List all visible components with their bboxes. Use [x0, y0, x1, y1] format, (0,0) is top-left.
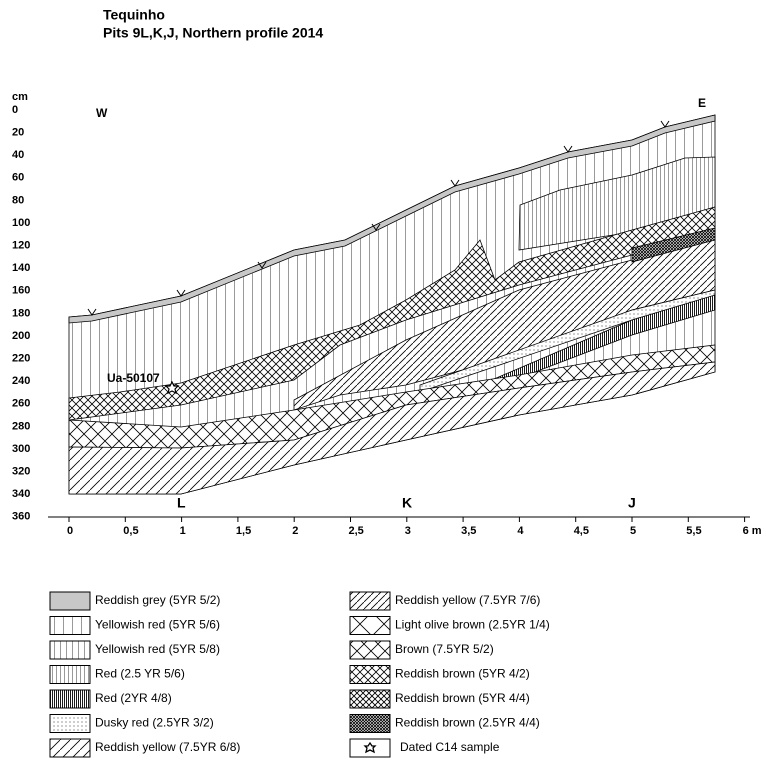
y-tick-label: 320: [12, 466, 30, 478]
y-tick-label: 80: [12, 194, 24, 206]
y-tick-label: 200: [12, 330, 30, 342]
x-tick-label: 5: [630, 525, 636, 537]
y-tick-label: 280: [12, 420, 30, 432]
x-tick-label: 4: [517, 525, 524, 537]
y-tick-label: 240: [12, 375, 30, 387]
y-tick-label: 0: [12, 104, 18, 116]
legend-swatch: [350, 617, 390, 635]
legend-swatch: [350, 715, 390, 733]
legend-label: Reddish brown (5YR 4/4): [395, 691, 530, 705]
profile-figure: Tequinho Pits 9L,K,J, Northern profile 2…: [0, 0, 766, 784]
y-tick-label: 180: [12, 307, 30, 319]
legend-label: Reddish yellow (7.5YR 7/6): [395, 593, 540, 607]
west-label: W: [96, 106, 108, 120]
pit-label: J: [628, 495, 636, 511]
legend-swatch: [350, 666, 390, 684]
y-unit: cm: [12, 91, 28, 103]
legend-label: Reddish brown (5YR 4/2): [395, 667, 530, 681]
legend-swatch: [50, 739, 90, 757]
x-tick-label: 4,5: [574, 525, 589, 537]
legend-swatch: [50, 715, 90, 733]
legend-swatch: [50, 641, 90, 659]
x-tick-label: 2,5: [349, 525, 364, 537]
y-tick-label: 220: [12, 353, 30, 365]
legend-label: Reddish yellow (7.5YR 6/8): [95, 740, 240, 754]
x-tick-label: 5,5: [686, 525, 701, 537]
legend-swatch: [350, 641, 390, 659]
y-tick-label: 340: [12, 488, 30, 500]
y-tick-label: 360: [12, 511, 30, 523]
legend-label: Red (2YR 4/8): [95, 691, 172, 705]
y-tick-label: 160: [12, 285, 30, 297]
legend-label: Red (2.5 YR 5/6): [95, 667, 185, 681]
y-tick-label: 120: [12, 240, 30, 252]
y-tick-label: 60: [12, 172, 24, 184]
x-tick-label: 1: [180, 525, 186, 537]
legend-label: Yellowish red (5YR 5/6): [95, 618, 220, 632]
legend-label: Dusky red (2.5YR 3/2): [95, 716, 214, 730]
legend-label: Yellowish red (5YR 5/8): [95, 642, 220, 656]
sample-label: Ua-50107: [107, 371, 160, 385]
x-tick-label: 2: [292, 525, 298, 537]
east-label: E: [698, 96, 706, 110]
legend-label: Reddish grey (5YR 5/2): [95, 593, 220, 607]
legend-swatch: [50, 690, 90, 708]
legend-label: Light olive brown (2.5YR 1/4): [395, 618, 550, 632]
legend-swatch: [50, 666, 90, 684]
legend-swatch: [350, 592, 390, 610]
pit-label: K: [402, 495, 412, 511]
y-tick-label: 140: [12, 262, 30, 274]
y-tick-label: 100: [12, 217, 30, 229]
x-tick-label: 3,5: [461, 525, 476, 537]
legend-label: Dated C14 sample: [400, 740, 500, 754]
subtitle: Pits 9L,K,J, Northern profile 2014: [103, 25, 323, 41]
x-tick-label: 0: [67, 525, 73, 537]
legend-swatch: [50, 617, 90, 635]
legend-label: Reddish brown (2.5YR 4/4): [395, 716, 540, 730]
profile: [69, 115, 715, 494]
x-tick-label: 1,5: [236, 525, 251, 537]
pit-label: L: [177, 495, 186, 511]
y-tick-label: 20: [12, 127, 24, 139]
title: Tequinho: [103, 7, 165, 23]
y-tick-label: 300: [12, 443, 30, 455]
x-tick-label: 6 m: [743, 525, 762, 537]
x-tick-label: 3: [405, 525, 411, 537]
legend-swatch: [50, 592, 90, 610]
x-tick-label: 0,5: [123, 525, 138, 537]
legend-swatch: [350, 690, 390, 708]
y-tick-label: 40: [12, 149, 24, 161]
y-tick-label: 260: [12, 398, 30, 410]
legend-label: Brown (7.5YR 5/2): [395, 642, 494, 656]
